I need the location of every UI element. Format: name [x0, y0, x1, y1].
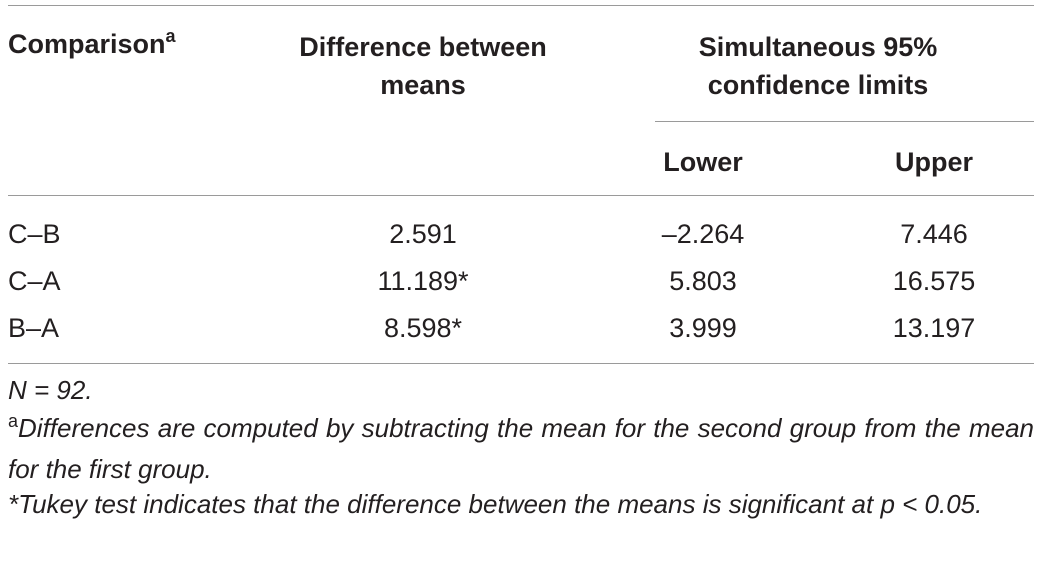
header-difference-line2: means — [380, 70, 466, 100]
header-lower: Lower — [663, 147, 743, 177]
cell-difference: 2.591 — [389, 219, 457, 249]
footnote-significance: *Tukey test indicates that the differenc… — [8, 489, 983, 519]
cell-difference: 8.598* — [383, 313, 463, 343]
cell-lower: –2.264 — [661, 219, 745, 249]
header-comparison: Comparisona — [8, 26, 176, 63]
footnote-a-marker: a — [165, 26, 176, 46]
cell-upper: 16.575 — [892, 266, 976, 296]
footnote-a: aDifferences are computed by subtracting… — [8, 409, 1034, 488]
cell-upper: 7.446 — [900, 219, 968, 249]
header-comparison-label: Comparison — [8, 29, 166, 59]
header-confidence-line2: confidence limits — [707, 70, 929, 100]
footnote-a-superscript: a — [8, 411, 19, 431]
footnote-a-text: Differences are computed by subtracting … — [8, 413, 1034, 484]
top-rule — [8, 5, 1034, 6]
cell-difference: 11.189* — [377, 266, 469, 296]
cell-comparison: C–A — [8, 266, 61, 296]
cell-upper: 13.197 — [892, 313, 976, 343]
header-difference: Difference between means — [299, 28, 547, 104]
header-upper: Upper — [894, 147, 974, 177]
header-confidence-line1: Simultaneous 95% — [698, 32, 938, 62]
header-confidence-limits: Simultaneous 95% confidence limits — [699, 28, 938, 104]
cell-comparison: B–A — [8, 313, 60, 343]
footnote-n: N = 92. — [8, 375, 93, 405]
cell-comparison: C–B — [8, 219, 61, 249]
header-rule — [8, 195, 1034, 196]
cell-lower: 3.999 — [669, 313, 737, 343]
confidence-subrule — [655, 121, 1034, 122]
header-difference-line1: Difference between — [299, 32, 547, 62]
bottom-rule — [8, 363, 1034, 364]
cell-lower: 5.803 — [669, 266, 737, 296]
